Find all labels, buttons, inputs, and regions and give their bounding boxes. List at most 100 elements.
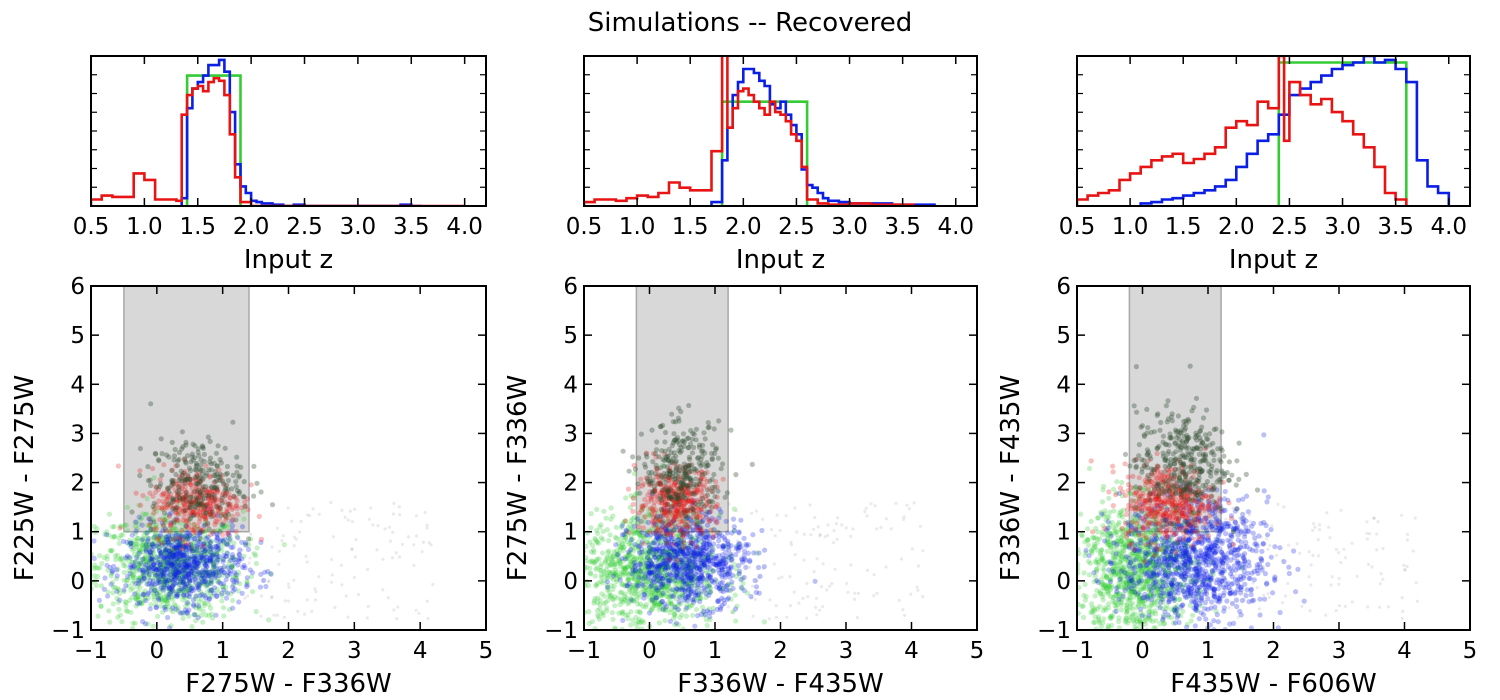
scatter-point — [225, 590, 231, 596]
scatter-point — [679, 551, 685, 557]
scatter-point — [214, 543, 220, 550]
scatter-point — [189, 476, 195, 482]
scatter-point — [170, 506, 176, 512]
scatter-point — [187, 590, 193, 597]
scatter-point — [221, 564, 227, 570]
scatter-point — [159, 599, 165, 605]
scatter-point — [172, 509, 179, 515]
scatter-point — [217, 529, 223, 535]
scatter-point — [155, 566, 161, 572]
scatter-point — [169, 477, 175, 484]
scatter-point — [603, 599, 609, 606]
scatter-point — [177, 500, 183, 506]
scatter-point — [742, 575, 746, 579]
scatter-point — [703, 464, 709, 470]
scatter-point — [132, 620, 138, 626]
scatter-point — [121, 577, 127, 583]
scatter-point — [183, 574, 189, 580]
scatter-point — [175, 458, 181, 464]
scatter-point — [185, 535, 191, 541]
scatter-point — [208, 531, 214, 538]
scatter-point — [154, 508, 160, 514]
scatter-point — [223, 577, 229, 583]
scatter-point — [657, 465, 664, 471]
scatter-point — [221, 525, 227, 531]
scatter-point — [751, 584, 755, 588]
scatter-point — [303, 612, 307, 616]
scatter-point — [210, 552, 216, 558]
scatter-point — [114, 552, 120, 558]
scatter-point — [163, 592, 169, 598]
scatter-point — [165, 553, 171, 559]
scatter-point — [145, 464, 151, 470]
scatter-point — [172, 446, 178, 453]
scatter-point — [618, 561, 624, 567]
scatter-point — [653, 585, 659, 591]
scatter-point — [214, 554, 220, 560]
scatter-point — [117, 523, 123, 529]
scatter-point — [626, 541, 632, 547]
scatter-point — [186, 575, 192, 581]
scatter-point — [216, 516, 222, 522]
scatter-point — [190, 549, 196, 555]
scatter-point — [207, 549, 213, 555]
scatter-point — [643, 565, 649, 571]
scatter-point — [728, 559, 733, 563]
scatter-point — [689, 436, 696, 442]
scatter-point — [121, 562, 127, 569]
scatter-point — [215, 546, 222, 552]
scatter-point — [124, 555, 130, 561]
scatter-point — [168, 607, 174, 613]
scatter-point — [179, 549, 185, 556]
scatter-point — [137, 579, 143, 585]
scatter-point — [244, 575, 250, 581]
scatter-point — [148, 527, 154, 533]
scatter-point — [147, 572, 153, 578]
scatter-point — [175, 608, 181, 614]
scatter-point — [198, 529, 204, 535]
scatter-point — [662, 429, 669, 436]
scatter-point — [605, 597, 611, 604]
scatter-point — [195, 552, 201, 558]
scatter-point — [707, 614, 713, 620]
scatter-point — [233, 579, 239, 585]
scatter-point — [620, 569, 626, 576]
scatter-point — [197, 502, 203, 508]
scatter-point — [387, 525, 392, 529]
scatter-point — [258, 571, 264, 577]
scatter-point — [188, 570, 194, 576]
scatter-point — [184, 533, 190, 540]
scatter-point — [156, 547, 163, 553]
scatter-point — [258, 489, 264, 495]
scatter-point — [209, 552, 215, 559]
scatter-point — [909, 592, 913, 596]
scatter-point — [223, 553, 229, 559]
scatter-point — [147, 548, 153, 555]
scatter-point — [151, 561, 157, 568]
scatter-point — [131, 551, 138, 557]
scatter-point — [116, 606, 122, 612]
scatter-point — [193, 548, 200, 554]
scatter-point — [875, 591, 879, 596]
scatter-point — [204, 569, 211, 576]
scatter-point — [197, 544, 203, 550]
scatter-point — [292, 544, 296, 548]
scatter-point — [104, 532, 110, 538]
scatter-point — [225, 515, 231, 521]
scatter-point — [686, 402, 692, 409]
scatter-point — [176, 494, 182, 501]
scatter-point — [242, 499, 248, 505]
scatter-point — [196, 495, 202, 501]
scatter-point — [275, 613, 279, 617]
scatter-point — [641, 541, 647, 547]
scatter-point — [202, 539, 208, 546]
scatter-point — [690, 510, 697, 516]
scatter-point — [621, 565, 627, 571]
scatter-point — [174, 528, 180, 534]
scatter-point — [145, 590, 151, 596]
scatter-point — [234, 469, 240, 475]
scatter-point — [136, 546, 142, 553]
scatter-point — [163, 534, 169, 540]
histogram-green — [185, 74, 242, 206]
scatter-point — [166, 454, 172, 460]
